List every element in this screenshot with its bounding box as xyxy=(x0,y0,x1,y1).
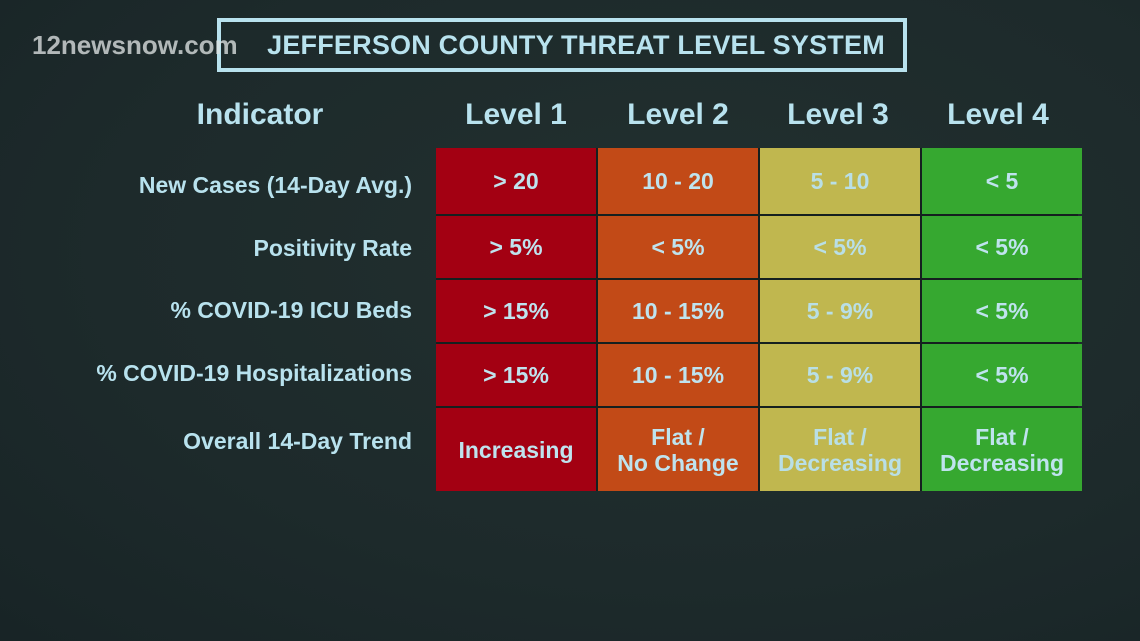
cell-icu-level-1: > 15% xyxy=(436,280,596,342)
cell-trend-level-1: Increasing xyxy=(436,408,596,491)
cell-positivity-level-2: < 5% xyxy=(598,216,758,278)
cell-trend-level-3: Flat / Decreasing xyxy=(760,408,920,491)
cell-text: Flat / No Change xyxy=(617,423,739,476)
row-label-new-cases: New Cases (14-Day Avg.) xyxy=(138,172,412,198)
header-level-2: Level 2 xyxy=(627,98,729,131)
row-label-hospitalizations: % COVID-19 Hospitalizations xyxy=(96,360,412,386)
cell-icu-level-4: < 5% xyxy=(922,280,1082,342)
cell-new-cases-level-2: 10 - 20 xyxy=(598,148,758,214)
cell-positivity-level-4: < 5% xyxy=(922,216,1082,278)
cell-trend-level-2: Flat / No Change xyxy=(598,408,758,491)
cell-text: Increasing xyxy=(458,436,574,463)
header-level-3: Level 3 xyxy=(787,98,889,131)
cell-icu-level-3: 5 - 9% xyxy=(760,280,920,342)
row-label-trend: Overall 14-Day Trend xyxy=(183,428,412,454)
cell-text: Flat / Decreasing xyxy=(939,423,1064,476)
cell-trend-level-4: Flat / Decreasing xyxy=(922,408,1082,491)
cell-hosp-level-2: 10 - 15% xyxy=(598,344,758,406)
cell-icu-level-2: 10 - 15% xyxy=(598,280,758,342)
row-label-icu-beds: % COVID-19 ICU Beds xyxy=(170,297,412,323)
header-indicator: Indicator xyxy=(196,98,324,131)
cell-new-cases-level-4: < 5 xyxy=(922,148,1082,214)
cell-new-cases-level-1: > 20 xyxy=(436,148,596,214)
title-box: JEFFERSON COUNTY THREAT LEVEL SYSTEM xyxy=(217,18,907,72)
watermark: 12newsnow.com xyxy=(32,30,238,60)
cell-hosp-level-3: 5 - 9% xyxy=(760,344,920,406)
header-level-4: Level 4 xyxy=(947,98,1049,131)
cell-hosp-level-1: > 15% xyxy=(436,344,596,406)
cell-new-cases-level-3: 5 - 10 xyxy=(760,148,920,214)
row-label-positivity-rate: Positivity Rate xyxy=(253,235,413,261)
cell-text: Flat / Decreasing xyxy=(777,423,902,476)
header-level-1: Level 1 xyxy=(465,98,567,131)
cell-hosp-level-4: < 5% xyxy=(922,344,1082,406)
cell-positivity-level-3: < 5% xyxy=(760,216,920,278)
page-title: JEFFERSON COUNTY THREAT LEVEL SYSTEM xyxy=(267,29,885,60)
threat-level-grid: > 20 10 - 20 5 - 10 < 5 > 5% < 5% < 5% <… xyxy=(436,148,1082,491)
cell-positivity-level-1: > 5% xyxy=(436,216,596,278)
